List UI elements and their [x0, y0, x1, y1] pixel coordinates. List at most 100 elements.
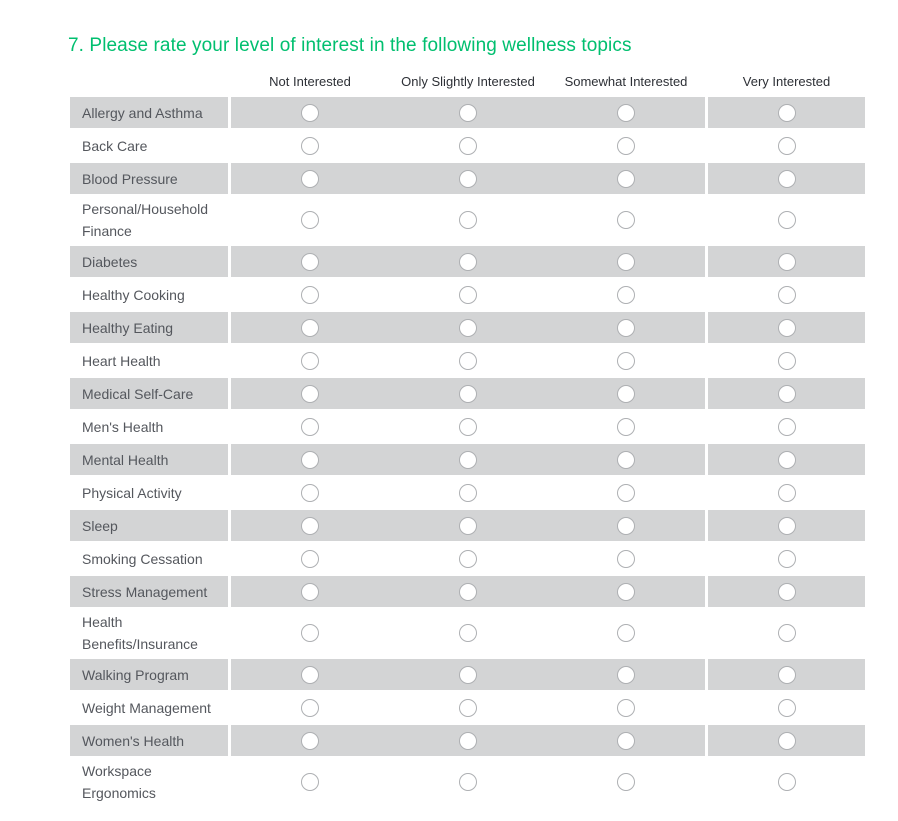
radio-button-row7-col3[interactable] — [617, 318, 635, 337]
radio-button-row6-col1[interactable] — [301, 285, 319, 304]
radio-button-row2-col2[interactable] — [459, 136, 477, 155]
radio-cell — [708, 196, 865, 244]
radio-button-row15-col3[interactable] — [617, 582, 635, 601]
radio-button-row5-col1[interactable] — [301, 252, 319, 271]
radio-button-row12-col3[interactable] — [617, 483, 635, 502]
radio-button-row9-col3[interactable] — [617, 384, 635, 403]
radio-button-row10-col4[interactable] — [777, 417, 796, 436]
radio-button-row19-col3[interactable] — [617, 731, 635, 750]
radio-button-row16-col4[interactable] — [777, 624, 796, 642]
radio-button-row13-col1[interactable] — [301, 516, 319, 535]
radio-button-row16-col2[interactable] — [459, 624, 477, 642]
radio-button-row18-col3[interactable] — [617, 698, 635, 717]
radio-button-row20-col3[interactable] — [617, 773, 635, 791]
radio-button-row8-col2[interactable] — [459, 351, 477, 370]
radio-cell — [708, 279, 865, 310]
radio-button-row14-col2[interactable] — [459, 549, 477, 568]
radio-button-row4-col3[interactable] — [617, 211, 635, 229]
radio-button-row10-col2[interactable] — [459, 417, 477, 436]
radio-button-row15-col4[interactable] — [777, 582, 796, 601]
radio-button-row18-col2[interactable] — [459, 698, 477, 717]
radio-button-row14-col4[interactable] — [777, 549, 796, 568]
radio-button-row3-col2[interactable] — [459, 169, 477, 188]
radio-button-row20-col1[interactable] — [301, 773, 319, 791]
radio-button-row8-col4[interactable] — [777, 351, 796, 370]
radio-button-row7-col1[interactable] — [301, 318, 319, 337]
row-label-text: Sleep — [82, 517, 118, 534]
row-label-text: Stress Management — [82, 583, 208, 600]
radio-button-row17-col2[interactable] — [459, 665, 477, 684]
radio-button-row12-col1[interactable] — [301, 483, 319, 502]
radio-cell — [231, 758, 389, 806]
radio-button-row3-col4[interactable] — [777, 169, 796, 188]
radio-cell — [389, 659, 547, 690]
radio-button-row12-col4[interactable] — [777, 483, 796, 502]
radio-button-row16-col3[interactable] — [617, 624, 635, 642]
radio-cell — [708, 576, 865, 607]
radio-button-row5-col4[interactable] — [777, 252, 796, 271]
radio-button-row2-col1[interactable] — [301, 136, 319, 155]
radio-button-row8-col3[interactable] — [617, 351, 635, 370]
radio-button-row18-col4[interactable] — [777, 698, 796, 717]
radio-button-row9-col1[interactable] — [301, 384, 319, 403]
radio-button-row5-col2[interactable] — [459, 252, 477, 271]
radio-button-row19-col1[interactable] — [301, 731, 319, 750]
radio-button-row13-col3[interactable] — [617, 516, 635, 535]
radio-button-row1-col1[interactable] — [301, 103, 319, 122]
radio-button-row20-col2[interactable] — [459, 773, 477, 791]
radio-button-row6-col4[interactable] — [777, 285, 796, 304]
radio-button-row1-col4[interactable] — [777, 103, 796, 122]
radio-button-row15-col1[interactable] — [301, 582, 319, 601]
radio-button-row7-col2[interactable] — [459, 318, 477, 337]
radio-button-row6-col2[interactable] — [459, 285, 477, 304]
radio-button-row1-col2[interactable] — [459, 103, 477, 122]
radio-button-row14-col3[interactable] — [617, 549, 635, 568]
radio-button-row3-col3[interactable] — [617, 169, 635, 188]
radio-button-row18-col1[interactable] — [301, 698, 319, 717]
radio-button-row6-col3[interactable] — [617, 285, 635, 304]
radio-button-row17-col1[interactable] — [301, 665, 319, 684]
row-label-text: Walking Program — [82, 666, 189, 683]
radio-cell — [547, 196, 705, 244]
radio-button-row17-col3[interactable] — [617, 665, 635, 684]
column-header-only-slightly-interested: Only Slightly Interested — [401, 74, 535, 89]
row-label-text: Heart Health — [82, 352, 161, 369]
radio-button-row10-col1[interactable] — [301, 417, 319, 436]
radio-button-row19-col4[interactable] — [777, 731, 796, 750]
radio-button-row4-col1[interactable] — [301, 211, 319, 229]
radio-button-row19-col2[interactable] — [459, 731, 477, 750]
radio-button-row13-col4[interactable] — [777, 516, 796, 535]
row-label: Medical Self-Care — [70, 378, 228, 409]
radio-button-row20-col4[interactable] — [777, 773, 796, 791]
radio-button-row2-col4[interactable] — [777, 136, 796, 155]
matrix-row: Allergy and Asthma — [70, 97, 868, 128]
radio-button-row4-col2[interactable] — [459, 211, 477, 229]
radio-cell — [708, 659, 865, 690]
radio-button-row14-col1[interactable] — [301, 549, 319, 568]
radio-button-row11-col2[interactable] — [459, 450, 477, 469]
radio-cell — [231, 444, 389, 475]
matrix-row: Workspace Ergonomics — [70, 758, 868, 806]
matrix-row: Healthy Cooking — [70, 279, 868, 310]
radio-button-row11-col1[interactable] — [301, 450, 319, 469]
radio-button-row9-col4[interactable] — [777, 384, 796, 403]
radio-button-row16-col1[interactable] — [301, 624, 319, 642]
radio-button-row9-col2[interactable] — [459, 384, 477, 403]
matrix-table: Not Interested Only Slightly Interested … — [70, 74, 868, 806]
radio-button-row7-col4[interactable] — [777, 318, 796, 337]
radio-button-row13-col2[interactable] — [459, 516, 477, 535]
radio-button-row11-col4[interactable] — [777, 450, 796, 469]
radio-button-row15-col2[interactable] — [459, 582, 477, 601]
radio-button-row10-col3[interactable] — [617, 417, 635, 436]
radio-button-row3-col1[interactable] — [301, 169, 319, 188]
matrix-row: Back Care — [70, 130, 868, 161]
row-label: Walking Program — [70, 659, 228, 690]
radio-button-row1-col3[interactable] — [617, 103, 635, 122]
radio-button-row8-col1[interactable] — [301, 351, 319, 370]
radio-button-row4-col4[interactable] — [777, 211, 796, 229]
radio-button-row17-col4[interactable] — [777, 665, 796, 684]
radio-button-row12-col2[interactable] — [459, 483, 477, 502]
radio-button-row11-col3[interactable] — [617, 450, 635, 469]
radio-button-row2-col3[interactable] — [617, 136, 635, 155]
radio-button-row5-col3[interactable] — [617, 252, 635, 271]
